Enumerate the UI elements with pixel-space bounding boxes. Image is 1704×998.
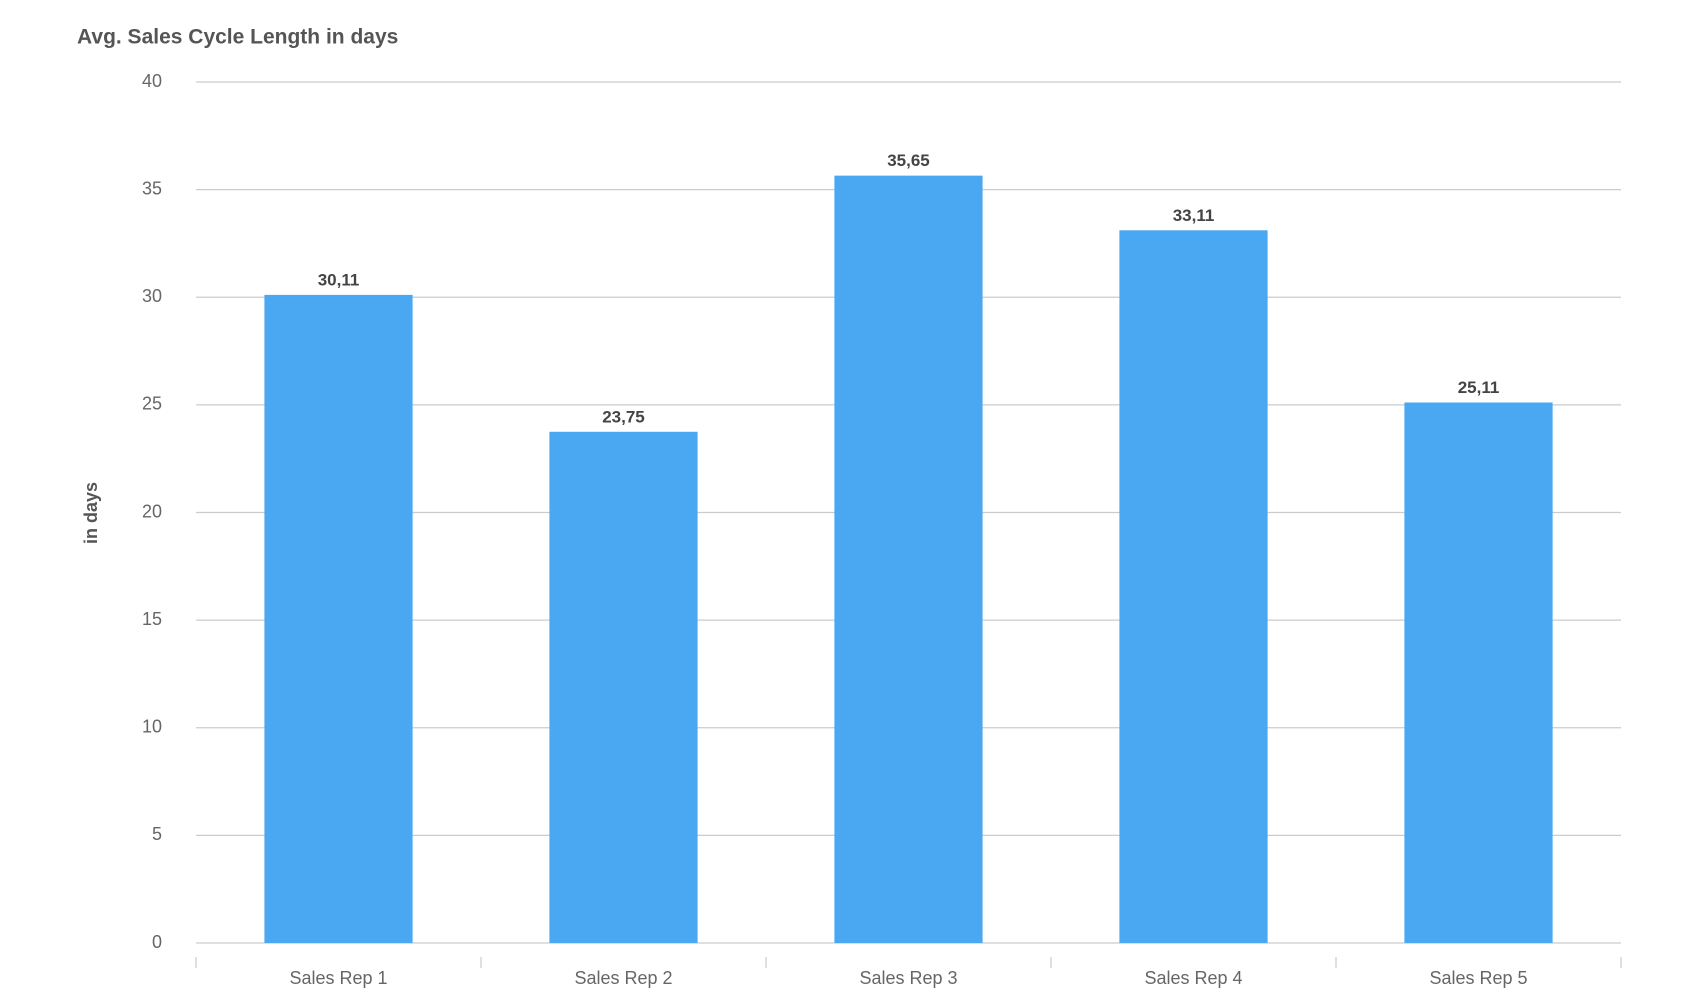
bar xyxy=(1404,402,1553,943)
y-tick-label: 15 xyxy=(142,609,162,629)
x-tick-label: Sales Rep 4 xyxy=(1144,968,1242,988)
x-tick-label: Sales Rep 2 xyxy=(574,968,672,988)
bar xyxy=(834,175,983,944)
y-tick-label: 25 xyxy=(142,394,162,414)
y-tick-label: 10 xyxy=(142,717,162,737)
bar xyxy=(549,431,698,943)
y-axis-title: in days xyxy=(81,482,101,544)
value-label: 25,11 xyxy=(1458,378,1500,397)
y-tick-label: 40 xyxy=(142,71,162,91)
y-tick-label: 35 xyxy=(142,178,162,198)
value-label: 35,65 xyxy=(887,151,930,170)
chart-title: Avg. Sales Cycle Length in days xyxy=(77,26,398,49)
bar xyxy=(1119,230,1268,943)
value-label: 23,75 xyxy=(602,407,645,426)
y-tick-label: 0 xyxy=(152,932,162,952)
x-tick-label: Sales Rep 5 xyxy=(1429,968,1527,988)
bar xyxy=(264,294,413,943)
x-tick-label: Sales Rep 3 xyxy=(859,968,957,988)
y-tick-label: 30 xyxy=(142,286,162,306)
value-label: 30,11 xyxy=(318,270,360,289)
y-tick-label: 5 xyxy=(152,824,162,844)
y-tick-label: 20 xyxy=(142,501,162,521)
x-tick-label: Sales Rep 1 xyxy=(289,968,387,988)
value-label: 33,11 xyxy=(1173,206,1215,225)
